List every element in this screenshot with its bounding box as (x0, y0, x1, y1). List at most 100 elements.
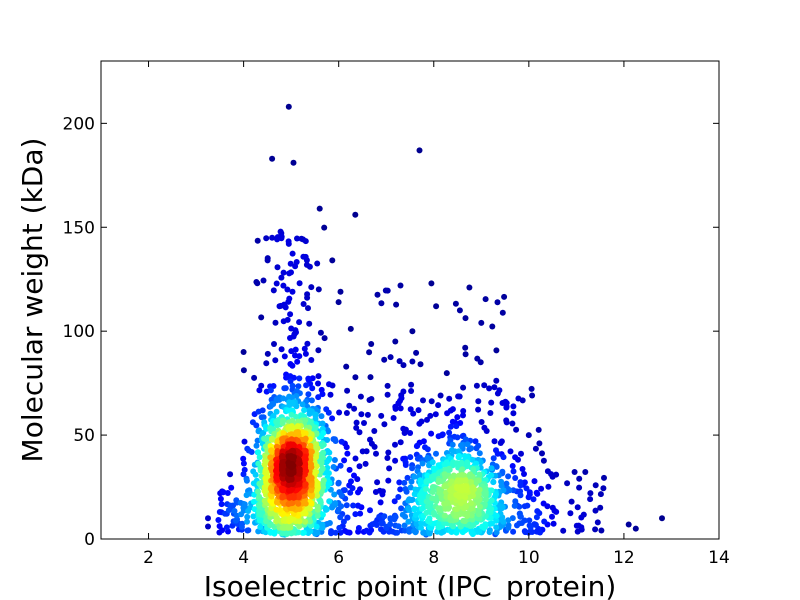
data-point (441, 471, 448, 478)
data-point (507, 448, 514, 455)
data-point (318, 488, 325, 495)
data-point (428, 398, 435, 405)
data-point (481, 524, 488, 531)
data-point (438, 432, 445, 439)
data-point (302, 253, 309, 260)
data-point (240, 471, 247, 478)
data-point (411, 473, 418, 480)
data-point (386, 465, 393, 472)
data-point (419, 460, 426, 467)
data-point (257, 511, 264, 518)
data-point (659, 515, 665, 522)
data-point (481, 424, 488, 431)
data-point (274, 465, 281, 472)
data-point (263, 235, 270, 242)
y-tick-label: 200 (63, 114, 95, 134)
data-point (390, 415, 397, 421)
data-point (319, 391, 326, 398)
data-point (536, 440, 543, 447)
data-point (453, 529, 460, 536)
data-point (356, 463, 363, 470)
data-point (435, 402, 442, 409)
data-point (477, 459, 484, 466)
data-point (269, 234, 276, 241)
data-point (274, 236, 281, 243)
data-point (458, 442, 464, 449)
data-point (526, 517, 533, 524)
data-point (441, 512, 448, 519)
data-point (307, 528, 314, 535)
data-point (367, 374, 374, 381)
data-point (352, 455, 359, 462)
data-point (329, 415, 336, 422)
data-point (384, 455, 391, 461)
data-point (396, 479, 403, 486)
data-point (290, 159, 297, 166)
data-point (489, 323, 496, 330)
data-point (397, 486, 404, 493)
data-point (575, 522, 582, 529)
data-point (396, 358, 403, 365)
data-point (349, 485, 356, 492)
data-point (498, 478, 505, 485)
data-point (587, 496, 594, 503)
data-point (367, 436, 373, 443)
data-point (273, 408, 280, 415)
data-point (393, 301, 400, 308)
data-point (343, 363, 350, 370)
data-point (487, 410, 494, 416)
data-point (397, 439, 404, 446)
data-point (254, 280, 261, 287)
data-point (315, 380, 321, 387)
data-point (532, 521, 539, 528)
data-point (427, 412, 434, 419)
data-point (529, 392, 536, 399)
data-point (292, 346, 299, 353)
data-point (218, 501, 225, 508)
x-tick-label: 6 (333, 548, 344, 568)
data-point (392, 441, 398, 448)
data-point (541, 518, 548, 525)
data-point (290, 529, 297, 536)
data-point (424, 446, 431, 453)
data-point (549, 513, 555, 520)
data-point (361, 420, 367, 426)
points-layer (205, 103, 665, 538)
data-point (509, 515, 516, 522)
data-point (340, 518, 347, 525)
data-point (302, 238, 309, 245)
data-point (501, 293, 508, 300)
data-point (267, 403, 274, 410)
data-point (517, 479, 524, 486)
data-point (286, 270, 293, 277)
data-point (240, 455, 247, 462)
data-point (313, 441, 320, 448)
data-point (289, 382, 296, 389)
data-point (255, 488, 261, 495)
data-point (296, 280, 303, 287)
data-point (377, 499, 384, 506)
data-point (324, 521, 331, 527)
data-point (255, 449, 261, 456)
data-point (482, 296, 489, 303)
data-point (443, 370, 450, 377)
data-point (332, 500, 339, 507)
data-point (268, 521, 274, 528)
data-point (509, 463, 516, 469)
data-point (358, 411, 365, 418)
data-point (258, 382, 265, 389)
data-point (632, 525, 639, 532)
data-point (525, 494, 532, 501)
data-point (442, 466, 449, 473)
data-point (220, 489, 227, 496)
data-point (415, 407, 422, 414)
data-point (455, 393, 462, 400)
data-point (244, 518, 250, 525)
data-point (285, 103, 292, 110)
data-point (598, 527, 605, 534)
data-point (216, 509, 223, 515)
data-point (268, 493, 275, 500)
data-point (452, 300, 459, 307)
data-point (325, 470, 332, 477)
data-point (456, 494, 463, 500)
